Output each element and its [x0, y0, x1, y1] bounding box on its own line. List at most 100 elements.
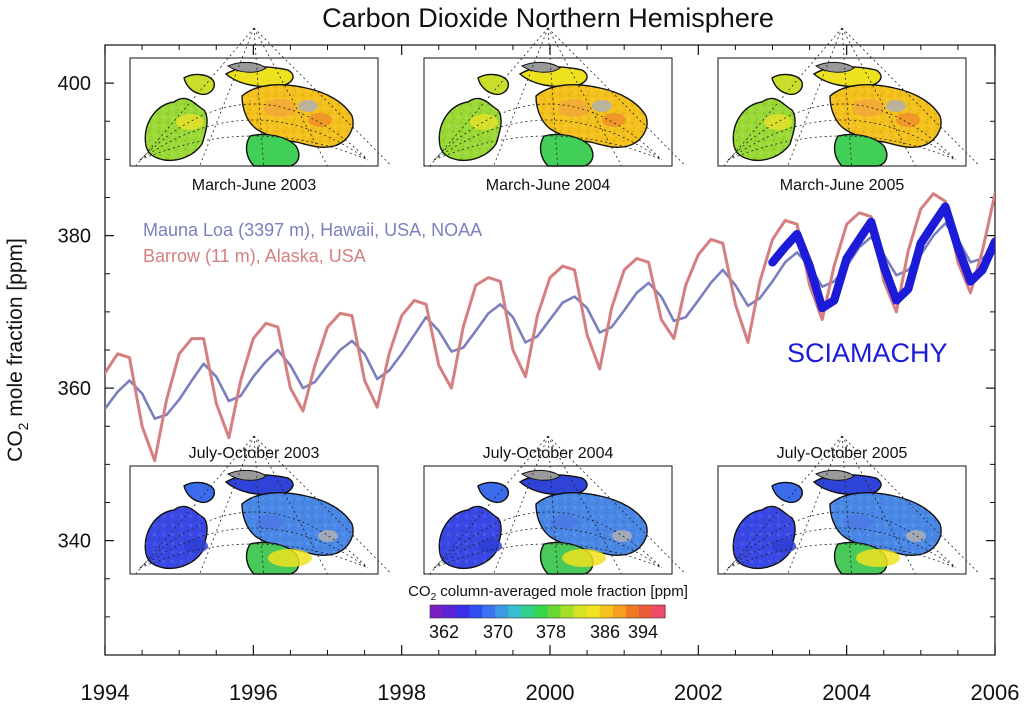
- map-graticule: [253, 435, 264, 575]
- map-graticule: [841, 435, 852, 575]
- colorbar-label: CO2 column-averaged mole fraction [ppm]: [408, 583, 688, 603]
- series-lines: [105, 192, 995, 463]
- colorbar-swatch: [443, 605, 457, 618]
- x-tick-label: 1998: [377, 680, 426, 705]
- y-axis-label: CO2 mole fraction [ppm]: [4, 238, 31, 462]
- map-texture: [830, 84, 942, 148]
- map-blotch: [264, 99, 296, 117]
- map-blotch: [856, 549, 900, 567]
- map-land: [183, 481, 215, 504]
- colorbar-tick-label: 370: [483, 622, 513, 642]
- x-tick-label: 1996: [229, 680, 278, 705]
- colorbar-tick-label: 378: [536, 622, 566, 642]
- map-land: [183, 73, 215, 96]
- series-line-2: [768, 202, 995, 313]
- y-axis-label-sub: 2: [15, 422, 31, 430]
- x-axis: 1994 1996 1998 2000 2002 2004 2006: [81, 45, 1019, 705]
- x-tick-label: 2002: [674, 680, 723, 705]
- y-tick-label: 360: [58, 378, 91, 400]
- colorbar-swatch: [495, 605, 509, 618]
- map-graticule: [727, 511, 957, 569]
- map-blotch: [896, 113, 920, 127]
- map-blotch: [602, 113, 626, 127]
- map-texture: [145, 98, 208, 161]
- colorbar-swatch: [638, 605, 653, 618]
- colorbar-swatch: [534, 605, 549, 618]
- y-axis-label-main: CO: [4, 430, 27, 462]
- map-graticule: [433, 135, 663, 161]
- map-graticule: [429, 435, 549, 575]
- map-panel: [717, 27, 980, 167]
- colorbar-swatch: [521, 605, 536, 618]
- colorbar-swatch: [586, 605, 601, 618]
- map-texture: [733, 98, 796, 161]
- colorbar-swatch: [625, 605, 640, 618]
- y-axis-label-rest: mole fraction [ppm]: [4, 238, 27, 422]
- colorbar-swatch: [573, 605, 588, 618]
- map-land: [477, 73, 509, 96]
- map-texture: [242, 84, 354, 148]
- map-panel: [423, 435, 686, 575]
- map-graticule: [727, 527, 957, 569]
- map-graticule: [433, 119, 663, 161]
- map-panel: [717, 435, 980, 575]
- colorbar-label-rest: column-averaged mole fraction [ppm]: [436, 583, 688, 600]
- legend-entry: SCIAMACHY: [787, 338, 948, 368]
- x-tick-label: 1994: [81, 680, 130, 705]
- colorbar-swatch: [430, 605, 444, 618]
- series-line-1: [105, 192, 995, 463]
- map-blotch: [308, 113, 332, 127]
- map-graticule: [135, 27, 255, 167]
- map-graticule: [135, 435, 255, 575]
- map-land: [771, 481, 803, 504]
- plot-area: 340 360 380 400 1994 1996 1998 2000 2002 2004 200…: [58, 27, 1019, 705]
- colorbar-swatch: [508, 605, 522, 618]
- y-axis: 340 360 380 400: [58, 73, 995, 618]
- colorbar-swatch: [456, 605, 470, 618]
- y-tick-label: 340: [58, 531, 91, 553]
- map-panel-label: March-June 2005: [780, 177, 905, 194]
- map-graticule: [547, 27, 558, 167]
- colorbar-swatch: [547, 605, 562, 618]
- colorbar-tick-label: 386: [590, 622, 620, 642]
- map-graticule: [841, 435, 916, 575]
- map-graticule: [433, 527, 663, 569]
- map-blotch: [562, 549, 606, 567]
- map-graticule: [139, 543, 369, 569]
- colorbar-label-main: CO: [408, 583, 431, 600]
- map-blotch: [592, 100, 612, 112]
- map-graticule: [727, 103, 957, 161]
- map-panel-label: July-October 2003: [189, 445, 320, 462]
- map-panel: [129, 27, 392, 167]
- colorbar-label-sub: 2: [431, 592, 437, 603]
- colorbar-swatch: [612, 605, 627, 618]
- map-graticule: [429, 27, 549, 167]
- map-graticule: [433, 511, 663, 569]
- map-panel-label: March-June 2003: [192, 177, 317, 194]
- map-blotch: [852, 99, 884, 117]
- map-blotch: [256, 515, 284, 529]
- map-graticule: [253, 435, 328, 575]
- map-panel-label: July-October 2005: [777, 445, 908, 462]
- map-blotch: [478, 539, 502, 553]
- colorbar-swatch: [651, 605, 666, 618]
- legend-entry: Barrow (11 m), Alaska, USA: [143, 246, 366, 266]
- map-blotch: [184, 539, 208, 553]
- map-graticule: [723, 435, 843, 575]
- map-graticule: [547, 27, 622, 167]
- map-graticule: [547, 435, 622, 575]
- map-blotch: [886, 100, 906, 112]
- map-blotch: [298, 100, 318, 112]
- map-texture: [145, 506, 208, 569]
- colorbar-frame: [429, 604, 666, 619]
- map-panel-label: March-June 2004: [486, 177, 611, 194]
- map-blotch: [844, 515, 872, 529]
- map-texture: [536, 84, 648, 148]
- map-graticule: [547, 435, 558, 575]
- map-graticule: [253, 27, 264, 167]
- map-texture: [439, 98, 502, 161]
- map-graticule: [727, 543, 957, 569]
- map-panel: [129, 435, 392, 575]
- map-graticule: [139, 135, 369, 161]
